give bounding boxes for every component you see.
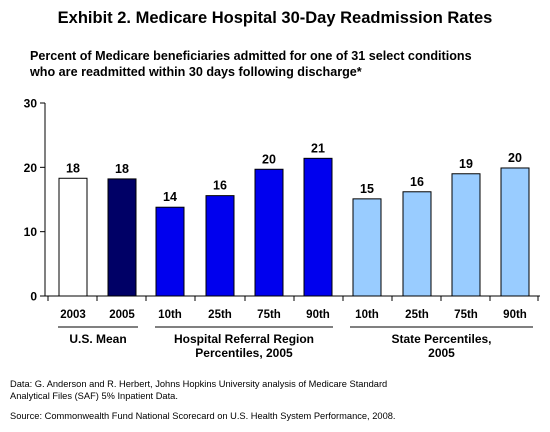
group-label: U.S. Mean — [69, 332, 126, 346]
category-label: 2005 — [109, 309, 135, 321]
data-label: 20 — [508, 151, 522, 165]
bar — [352, 198, 382, 297]
category-label: 10th — [158, 309, 182, 321]
group-label: 2005 — [428, 346, 455, 360]
data-label: 16 — [410, 175, 424, 189]
bar — [402, 191, 432, 297]
bar — [303, 157, 333, 297]
bar — [58, 177, 88, 297]
category-label: 10th — [355, 309, 379, 321]
data-label: 15 — [360, 182, 374, 196]
data-label: 16 — [213, 179, 227, 193]
category-label: 25th — [208, 309, 232, 321]
data-label: 20 — [262, 152, 276, 166]
data-label: 18 — [115, 162, 129, 176]
category-label: 90th — [503, 309, 527, 321]
bar-chart: 0 10 20 30 18 2003 18 2005 14 10th 16 25th 20 75th 21 9… — [24, 97, 540, 360]
category-label: 90th — [306, 309, 330, 321]
bar — [254, 168, 284, 297]
group-label: State Percentiles, — [391, 332, 491, 346]
bar — [107, 178, 137, 297]
bar — [155, 206, 185, 297]
group-label: Hospital Referral Region — [174, 332, 314, 346]
data-label: 19 — [459, 157, 473, 171]
data-label: 21 — [311, 141, 325, 155]
bar — [451, 173, 481, 297]
data-footnote: Data: G. Anderson and R. Herbert, Johns … — [10, 379, 388, 401]
category-label: 75th — [257, 309, 281, 321]
group-label: Percentiles, 2005 — [195, 346, 293, 360]
category-label: 2003 — [60, 309, 86, 321]
y-tick-label: 30 — [24, 97, 38, 111]
category-label: 25th — [405, 309, 429, 321]
source-footnote: Source: Commonwealth Fund National Score… — [10, 411, 396, 421]
category-label: 75th — [454, 309, 478, 321]
chart-title: Exhibit 2. Medicare Hospital 30-Day Read… — [57, 9, 493, 27]
data-label: 18 — [66, 161, 80, 175]
y-tick-label: 10 — [24, 225, 38, 239]
bar — [205, 195, 235, 297]
bar — [500, 167, 530, 297]
chart-subtitle: Percent of Medicare beneficiaries admitt… — [30, 49, 472, 79]
data-label: 14 — [163, 190, 177, 204]
y-tick-label: 0 — [30, 290, 37, 304]
y-tick-label: 20 — [24, 161, 38, 175]
